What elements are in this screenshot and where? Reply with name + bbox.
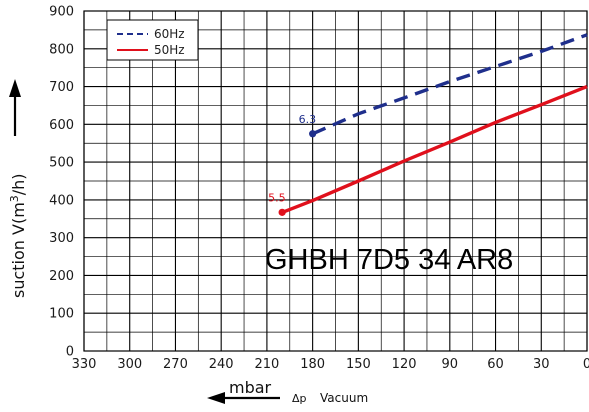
y-axis-label-prefix: suction V(m	[9, 202, 28, 298]
series-line-60Hz	[311, 33, 588, 136]
y-tick-label: 200	[49, 269, 74, 284]
y-tick-label: 0	[66, 345, 74, 360]
x-tick-label: 150	[346, 357, 371, 372]
plot-frame	[83, 10, 588, 352]
y-tick-label: 600	[49, 118, 74, 133]
y-axis-arrow-icon	[9, 79, 21, 136]
x-tick-label: 270	[163, 357, 188, 372]
x-tick-label: 120	[392, 357, 417, 372]
x-axis-delta-symbol: Δp	[292, 392, 307, 405]
y-tick-label: 700	[49, 80, 74, 95]
x-axis-unit-label: mbar	[229, 378, 272, 397]
y-tick-label: 100	[49, 307, 74, 322]
y-axis-label-suffix: /h)	[9, 173, 28, 195]
x-axis-arrow-icon	[207, 392, 280, 404]
y-axis-label: suction V(m3/h)	[8, 173, 28, 298]
y-axis-label-sup: 3	[8, 195, 21, 202]
x-tick-labels: 330 300 270 240 210 180 150 120 90 60 30 0	[72, 357, 589, 372]
x-tick-label: 330	[72, 357, 97, 372]
x-tick-label: 0	[583, 357, 589, 372]
series-marker-label-60Hz: 6.3	[299, 113, 317, 126]
y-axis-label-text: suction V(m3/h)	[8, 173, 28, 298]
y-tick-label: 900	[49, 5, 74, 20]
x-tick-label: 30	[533, 357, 550, 372]
model-label: GHBH 7D5 34 AR8	[265, 244, 513, 276]
legend-label-50Hz: 50Hz	[154, 43, 185, 57]
x-tick-label: 210	[254, 357, 279, 372]
x-tick-label: 90	[442, 357, 459, 372]
legend: 60Hz 50Hz	[106, 19, 199, 61]
legend-label-60Hz: 60Hz	[154, 27, 185, 41]
series-marker-label-50Hz: 5.5	[268, 191, 286, 204]
y-tick-label: 500	[49, 156, 74, 171]
x-axis-text-label: Vacuum	[320, 391, 368, 405]
legend-box	[106, 19, 199, 61]
series-marker-60Hz	[309, 130, 317, 138]
legend-items: 60Hz 50Hz	[117, 27, 185, 57]
x-tick-label: 60	[487, 357, 504, 372]
series: 6.3 5.5	[268, 33, 588, 216]
x-tick-label: 300	[117, 357, 142, 372]
series-marker-50Hz	[278, 208, 286, 216]
y-tick-label: 400	[49, 193, 74, 208]
x-tick-label: 240	[209, 357, 234, 372]
series-line-50Hz	[281, 85, 588, 214]
y-tick-labels: 0 100 200 300 400 500 600 700 800 900	[49, 5, 74, 360]
y-tick-label: 300	[49, 231, 74, 246]
x-tick-label: 180	[300, 357, 325, 372]
y-tick-label: 800	[49, 42, 74, 57]
